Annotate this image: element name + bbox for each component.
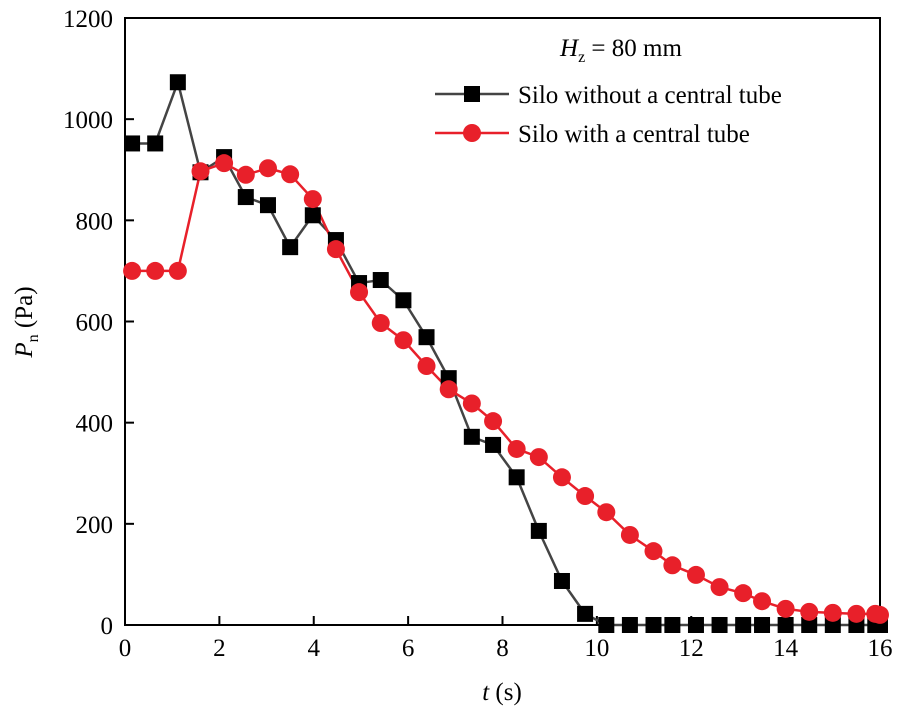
annotation-hz: Hz = 80 mm (559, 35, 682, 66)
data-point-series-1 (485, 436, 502, 453)
data-point-series-1 (418, 329, 435, 346)
data-point-series-2 (576, 487, 595, 506)
data-point-series-1 (777, 617, 794, 633)
data-point-series-1 (754, 617, 771, 633)
data-point-series-1 (664, 617, 681, 633)
data-point-series-1 (577, 605, 594, 622)
data-point-series-2 (462, 394, 481, 413)
data-point-series-2 (823, 603, 842, 622)
data-point-series-2 (800, 602, 819, 621)
data-point-series-2 (439, 380, 458, 399)
data-point-series-2 (871, 605, 889, 624)
data-point-series-2 (350, 283, 369, 302)
data-point-series-1 (553, 572, 570, 589)
data-point-series-2 (507, 439, 526, 458)
y-tick-label: 200 (76, 512, 114, 539)
data-point-series-1 (735, 617, 752, 633)
data-point-series-2 (597, 503, 616, 522)
y-tick-label: 1000 (63, 107, 113, 134)
data-point-series-2 (663, 556, 682, 575)
y-tick-label: 600 (76, 310, 114, 337)
x-tick-label: 4 (308, 635, 321, 662)
data-point-series-2 (847, 604, 866, 623)
x-tick-label: 6 (402, 635, 415, 662)
data-point-series-2 (146, 261, 165, 280)
data-point-series-1 (621, 617, 638, 633)
data-point-series-1 (147, 135, 164, 152)
x-tick-label: 12 (679, 635, 704, 662)
series-line-2 (132, 161, 881, 617)
data-point-series-2 (303, 190, 322, 209)
data-point-series-1 (372, 272, 389, 289)
data-point-series-2 (734, 584, 753, 603)
data-point-series-2 (644, 542, 663, 561)
data-point-series-1 (508, 469, 525, 486)
data-point-series-2 (529, 448, 548, 467)
data-point-series-2 (236, 165, 255, 184)
data-point-series-2 (215, 154, 234, 173)
data-point-series-1 (598, 617, 615, 633)
data-point-series-2 (281, 165, 300, 184)
legend-label-1: Silo without a central tube (518, 82, 782, 109)
plot-frame (124, 17, 881, 626)
data-point-series-1 (530, 522, 547, 539)
x-tick-label: 16 (868, 635, 893, 662)
y-tick-label: 800 (76, 208, 114, 235)
data-point-series-2 (552, 468, 571, 487)
data-point-series-2 (191, 162, 210, 181)
data-point-series-2 (710, 578, 729, 597)
x-tick-label: 2 (213, 635, 226, 662)
data-point-series-1 (687, 617, 704, 633)
legend-marker-1 (464, 86, 480, 102)
data-point-series-2 (484, 412, 503, 431)
data-point-series-1 (237, 189, 254, 206)
data-point-series-1 (169, 74, 186, 91)
legend-label-2: Silo with a central tube (518, 121, 750, 148)
legend-marker-2 (463, 124, 481, 142)
data-point-series-2 (168, 261, 187, 280)
data-point-series-2 (686, 565, 705, 584)
y-tick-label: 0 (101, 613, 114, 640)
data-point-series-1 (645, 617, 662, 633)
data-point-series-1 (463, 428, 480, 445)
x-axis-label: t (s) (482, 679, 522, 706)
x-tick-label: 14 (773, 635, 799, 662)
data-point-series-1 (124, 135, 141, 152)
data-point-series-2 (776, 599, 795, 618)
data-point-series-2 (753, 592, 772, 611)
data-point-series-1 (259, 197, 276, 214)
data-point-series-2 (371, 314, 390, 333)
data-point-series-2 (258, 159, 277, 178)
data-point-series-1 (801, 617, 818, 633)
legend: Silo without a central tube Silo with a c… (435, 82, 782, 148)
data-point-series-2 (394, 331, 413, 350)
series-layer (123, 74, 889, 633)
x-tick-label: 10 (584, 635, 609, 662)
data-point-series-1 (824, 617, 841, 633)
y-tick-label: 1200 (63, 6, 113, 33)
data-point-series-1 (282, 239, 299, 256)
x-tick-label: 0 (119, 635, 132, 662)
data-point-series-2 (417, 357, 436, 376)
x-tick-label: 8 (496, 635, 509, 662)
data-point-series-2 (123, 261, 142, 280)
y-tick-label: 400 (76, 411, 114, 438)
series-line-1 (132, 78, 880, 627)
data-point-series-1 (304, 207, 321, 224)
data-point-series-2 (326, 240, 345, 259)
data-point-series-1 (395, 292, 412, 309)
data-point-series-2 (620, 525, 639, 544)
data-point-series-1 (711, 617, 728, 633)
y-axis-label: Pn (Pa) (11, 286, 42, 358)
